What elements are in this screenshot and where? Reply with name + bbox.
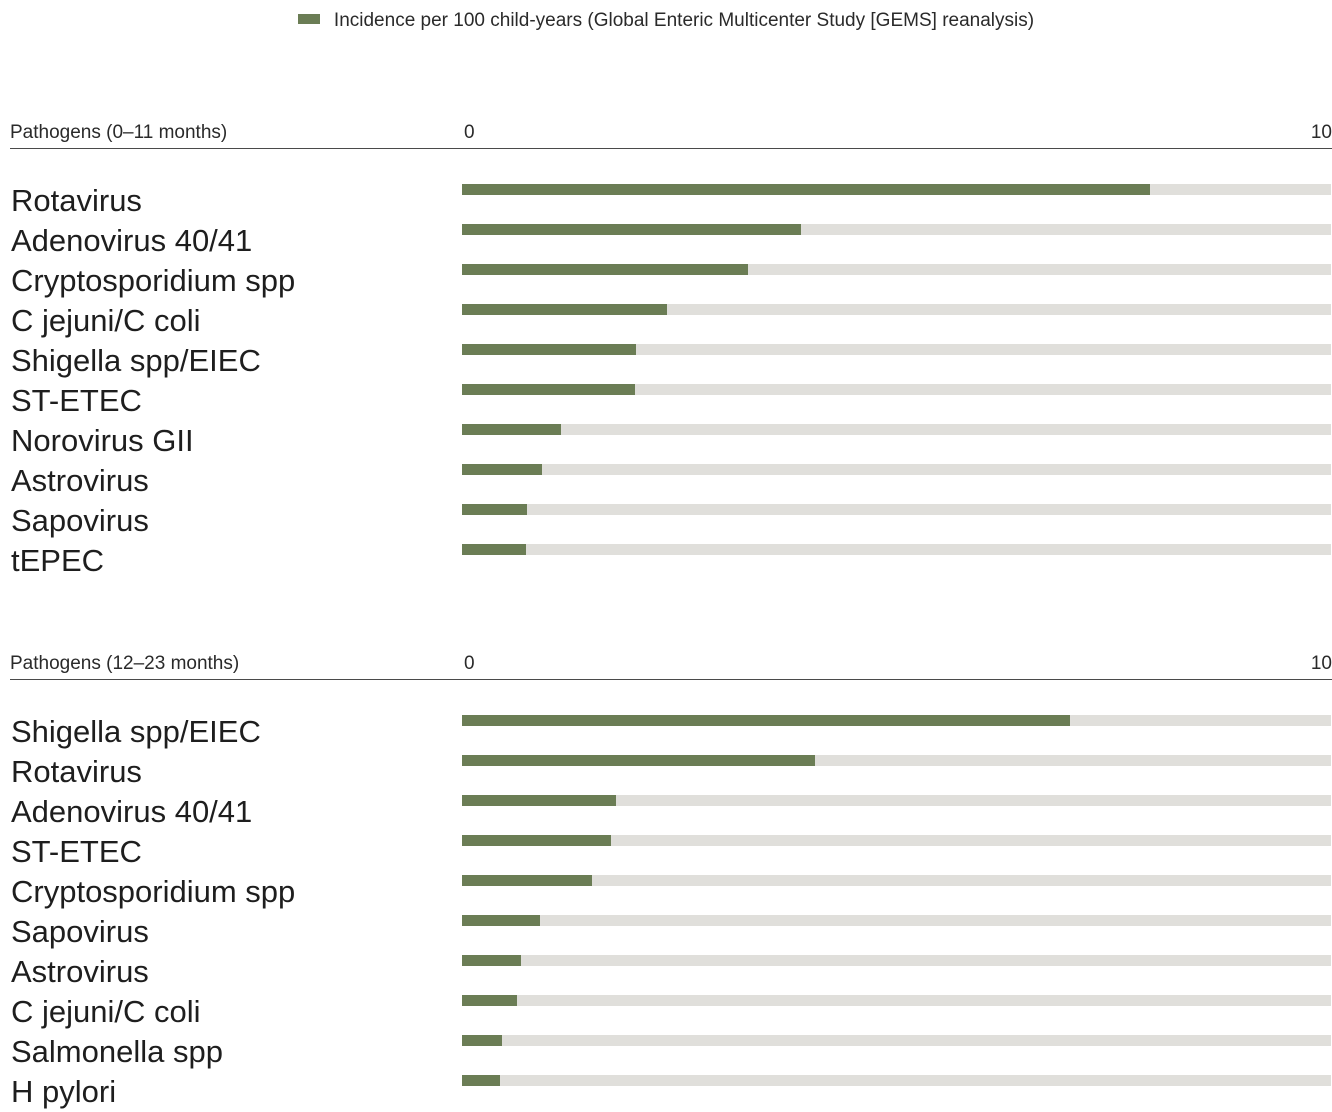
bar-row: tEPEC [10,541,1332,581]
bar-track [462,344,1331,355]
chart-panel-0-11-months: Pathogens (0–11 months) 0 10 Rotavirus Ad… [10,122,1332,578]
bar-row: ST-ETEC [10,381,1332,421]
bar [462,184,1151,195]
axis-max-label: 10 [1310,122,1332,143]
panel-title: Pathogens (0–11 months) [10,122,228,143]
category-label: Norovirus GII [11,423,194,458]
panel-header: Pathogens (0–11 months) 0 10 [10,122,1332,149]
category-label: Adenovirus 40/41 [11,223,253,258]
category-label: ST-ETEC [11,834,142,869]
bar [462,344,636,355]
legend-swatch [297,14,320,24]
bar [462,955,522,966]
bar-track [462,995,1331,1006]
bar-row: Cryptosporidium spp [10,261,1332,301]
bar-row: Norovirus GII [10,421,1332,461]
category-label: Shigella spp/EIEC [11,343,261,378]
legend-label: Incidence per 100 child-years (Global En… [333,10,1035,31]
category-label: ST-ETEC [11,383,142,418]
category-label: Rotavirus [11,754,142,789]
bar [462,464,542,475]
category-label: H pylori [11,1074,117,1109]
category-label: Cryptosporidium spp [11,263,296,298]
bar-row: Sapovirus [10,912,1332,952]
axis-min-label: 0 [464,653,475,674]
bar-track [462,835,1331,846]
bar [462,755,815,766]
bar [462,995,517,1006]
bar-track [462,544,1331,555]
category-label: C jejuni/C coli [11,303,201,338]
panel-title: Pathogens (12–23 months) [10,653,240,674]
bar [462,224,801,235]
bar [462,384,635,395]
bar [462,544,527,555]
bar-track [462,915,1331,926]
bar [462,264,748,275]
axis-min-label: 0 [464,122,475,143]
bar-track [462,755,1331,766]
chart-panel-12-23-months: Pathogens (12–23 months) 0 10 Shigella s… [10,653,1332,1109]
category-label: Adenovirus 40/41 [11,794,253,829]
bar-track [462,224,1331,235]
category-label: Shigella spp/EIEC [11,714,261,749]
bar [462,875,593,886]
bar-track [462,264,1331,275]
bar-track [462,464,1331,475]
bar-track [462,1035,1331,1046]
bar-track [462,715,1331,726]
bar-row: ST-ETEC [10,832,1332,872]
bar [462,1035,502,1046]
axis-max-label: 10 [1310,653,1332,674]
bar-track [462,1075,1331,1086]
bar [462,795,616,806]
bar-track [462,424,1331,435]
bar-row: Cryptosporidium spp [10,872,1332,912]
bar [462,1075,501,1086]
bar-row: Rotavirus [10,752,1332,792]
bar-row: Sapovirus [10,501,1332,541]
category-label: Cryptosporidium spp [11,874,296,909]
panel-header: Pathogens (12–23 months) 0 10 [10,653,1332,680]
bar-track [462,795,1331,806]
bar [462,835,612,846]
bar-track [462,504,1331,515]
bar-row: Salmonella spp [10,1032,1332,1072]
bar [462,504,528,515]
bar [462,304,668,315]
bar-row: Astrovirus [10,461,1332,501]
bar [462,715,1071,726]
legend: Incidence per 100 child-years (Global En… [0,10,1332,32]
bar-row: Shigella spp/EIEC [10,712,1332,752]
category-label: Salmonella spp [11,1034,223,1069]
bar-row: H pylori [10,1072,1332,1112]
category-label: Sapovirus [11,503,149,538]
bar-track [462,384,1331,395]
bar-track [462,304,1331,315]
bar-row: C jejuni/C coli [10,301,1332,341]
category-label: Rotavirus [11,183,142,218]
bar-row: Adenovirus 40/41 [10,221,1332,261]
bar [462,915,541,926]
category-label: Astrovirus [11,954,149,989]
category-label: tEPEC [11,543,105,578]
bar [462,424,562,435]
bar-track [462,184,1331,195]
bar-row: C jejuni/C coli [10,992,1332,1032]
bar-row: Rotavirus [10,181,1332,221]
category-label: Sapovirus [11,914,149,949]
category-label: C jejuni/C coli [11,994,201,1029]
bar-row: Shigella spp/EIEC [10,341,1332,381]
bar-track [462,875,1331,886]
category-label: Astrovirus [11,463,149,498]
bar-row: Astrovirus [10,952,1332,992]
bar-row: Adenovirus 40/41 [10,792,1332,832]
bar-track [462,955,1331,966]
